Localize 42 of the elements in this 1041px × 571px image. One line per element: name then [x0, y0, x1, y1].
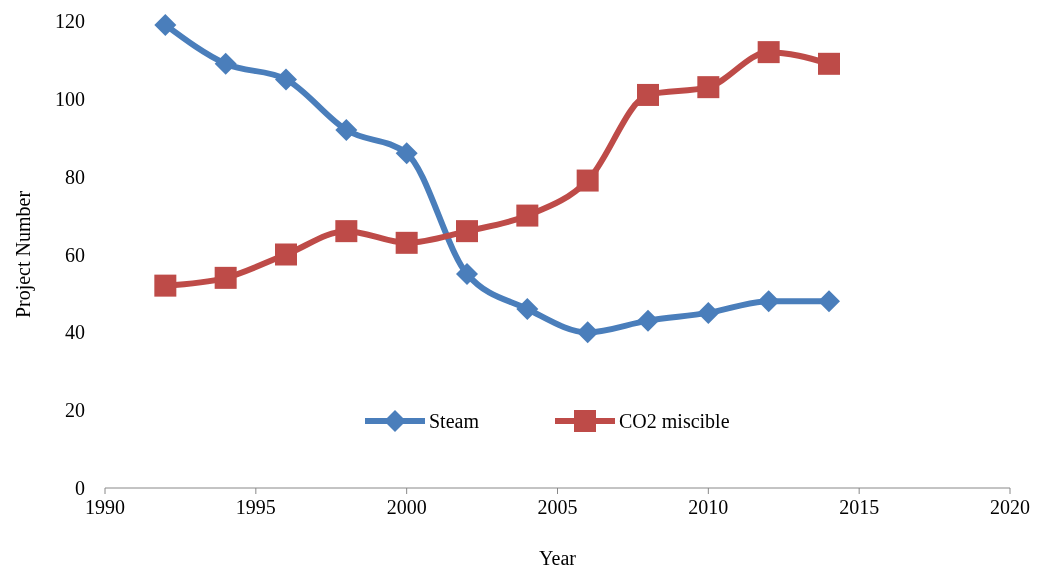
- point: [697, 301, 720, 324]
- x-tick-label: 1995: [235, 496, 276, 518]
- point: [395, 142, 418, 165]
- point: [697, 76, 720, 99]
- point: [818, 290, 840, 313]
- point: [637, 309, 659, 332]
- point: [275, 243, 297, 266]
- point: [395, 231, 418, 254]
- x-tick-label: 1990: [85, 496, 125, 518]
- x-tick-label: 2020: [990, 496, 1030, 518]
- y-tick-label: 60: [65, 243, 85, 266]
- point: [576, 321, 599, 344]
- point: [335, 118, 358, 141]
- y-tick-label: 0: [75, 477, 85, 499]
- y-tick-label: 40: [65, 321, 85, 344]
- point: [154, 13, 177, 36]
- point: [516, 204, 539, 227]
- legend-label: Steam: [429, 410, 480, 432]
- point: [757, 41, 780, 64]
- y-tick-label: 20: [65, 399, 85, 422]
- point: [335, 220, 358, 243]
- x-tick-label: 2015: [839, 496, 880, 518]
- x-tick-label: 2010: [688, 496, 729, 518]
- point: [275, 68, 297, 91]
- y-tick-label: 100: [55, 87, 85, 110]
- y-axis-title: Project Number: [12, 190, 35, 319]
- point: [818, 52, 840, 75]
- point: [154, 274, 177, 297]
- point: [214, 52, 237, 75]
- point: [456, 262, 478, 285]
- x-tick-label: 2000: [386, 496, 427, 518]
- point: [516, 297, 539, 320]
- point: [214, 266, 237, 289]
- x-axis-title: Year: [539, 547, 577, 569]
- legend-label: CO2 miscible: [619, 410, 730, 432]
- point: [456, 220, 478, 243]
- y-tick-label: 120: [55, 10, 85, 32]
- point: [576, 169, 599, 192]
- x-tick-label: 2005: [537, 496, 578, 518]
- y-tick-label: 80: [65, 165, 85, 188]
- point: [637, 83, 659, 106]
- point: [757, 290, 780, 313]
